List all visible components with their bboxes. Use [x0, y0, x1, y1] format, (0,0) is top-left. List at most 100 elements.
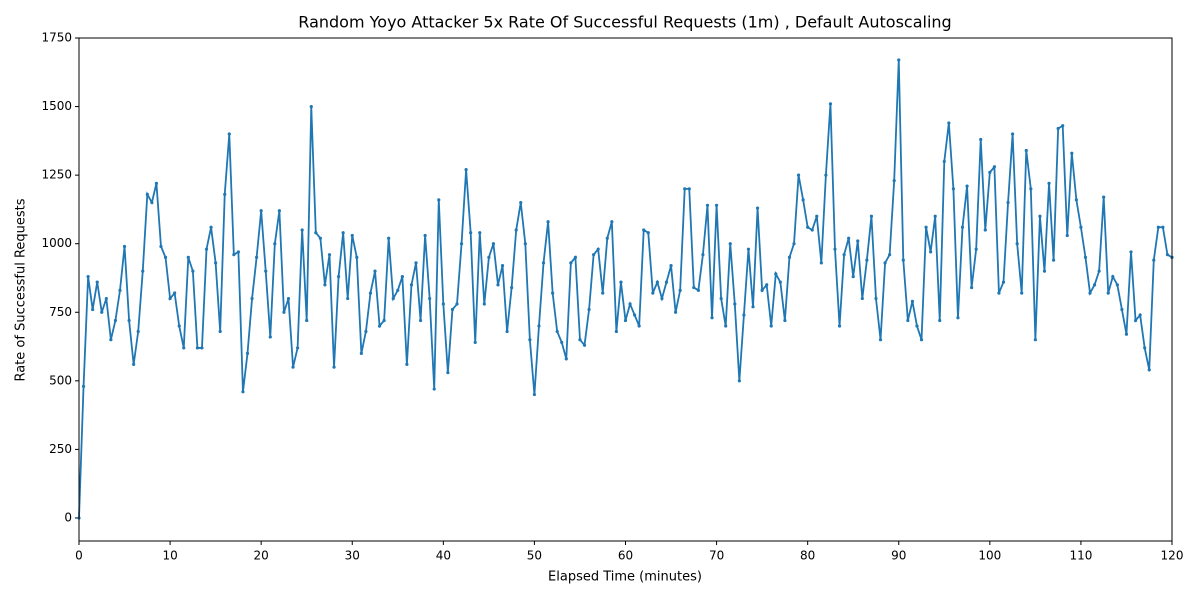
data-point — [214, 261, 218, 265]
data-point — [459, 242, 464, 246]
data-point — [177, 324, 181, 328]
data-point — [400, 275, 404, 279]
data-point — [355, 255, 359, 260]
data-point — [806, 225, 810, 229]
data-point — [209, 225, 213, 229]
data-point — [132, 362, 136, 366]
data-point — [888, 253, 892, 257]
data-point — [851, 275, 855, 279]
data-point — [1115, 283, 1119, 287]
data-point — [1033, 338, 1037, 342]
data-point — [696, 288, 700, 292]
data-point — [742, 313, 746, 317]
data-point — [897, 58, 901, 62]
data-point — [769, 324, 773, 328]
data-point — [282, 310, 286, 314]
data-point — [414, 261, 418, 265]
data-point — [1079, 225, 1083, 229]
data-point — [1165, 253, 1170, 257]
data-point — [614, 329, 618, 334]
data-point — [346, 296, 350, 301]
data-point — [810, 228, 814, 232]
data-point — [1156, 225, 1160, 229]
data-point — [514, 228, 518, 232]
data-point — [100, 310, 104, 314]
data-point — [1111, 275, 1115, 279]
y-tick-label: 1750 — [41, 31, 72, 45]
data-point — [528, 338, 532, 342]
data-point — [746, 247, 751, 251]
data-point — [1006, 200, 1010, 205]
data-point — [623, 318, 628, 323]
data-point — [919, 338, 924, 342]
data-point — [560, 340, 564, 345]
data-point — [737, 379, 741, 383]
data-point — [296, 346, 300, 350]
data-point — [774, 272, 778, 276]
data-point — [154, 181, 159, 185]
data-point — [118, 288, 122, 292]
data-point — [1133, 318, 1138, 323]
data-point — [765, 283, 769, 287]
y-axis-label: Rate of Successful Requests — [14, 198, 29, 381]
data-point — [942, 159, 946, 164]
data-point — [951, 187, 956, 191]
data-point — [869, 214, 874, 218]
data-point — [573, 255, 578, 260]
data-point — [1065, 233, 1069, 238]
data-point — [1147, 368, 1151, 372]
data-point — [692, 285, 696, 290]
data-point — [191, 269, 195, 273]
data-point — [997, 291, 1001, 295]
data-line — [78, 59, 1173, 518]
data-point — [678, 288, 682, 292]
data-point — [933, 214, 937, 218]
y-tick-label: 500 — [49, 373, 72, 387]
data-point — [792, 242, 796, 246]
data-point — [910, 299, 915, 303]
data-point — [651, 291, 655, 295]
data-point — [728, 242, 732, 246]
data-point — [122, 244, 127, 249]
data-point — [441, 302, 445, 306]
data-point — [1106, 291, 1110, 295]
data-point — [113, 318, 118, 323]
data-point — [368, 291, 373, 295]
data-point — [1124, 332, 1129, 336]
data-point — [1102, 195, 1106, 199]
data-point — [760, 288, 764, 292]
data-point — [95, 280, 99, 284]
y-tick-label: 250 — [49, 442, 72, 456]
data-point — [819, 261, 823, 265]
data-point — [305, 318, 309, 323]
data-point — [432, 387, 436, 391]
data-point — [195, 346, 200, 350]
data-point — [833, 247, 837, 251]
data-point — [605, 236, 609, 240]
data-point — [965, 184, 969, 188]
data-point — [582, 343, 587, 347]
data-point — [664, 280, 669, 284]
data-point — [418, 318, 423, 323]
data-point — [109, 338, 113, 342]
data-point — [974, 247, 978, 251]
data-point — [564, 357, 568, 361]
data-point — [323, 283, 327, 287]
data-point — [373, 269, 377, 273]
data-point — [578, 338, 582, 342]
data-point — [660, 296, 664, 301]
data-point — [259, 209, 263, 213]
data-point — [473, 340, 477, 345]
data-point — [159, 244, 163, 249]
data-point — [255, 255, 259, 260]
data-point — [464, 168, 468, 172]
data-point — [336, 275, 341, 279]
data-point — [318, 236, 322, 240]
data-point — [127, 318, 131, 323]
x-axis-label: Elapsed Time (minutes) — [548, 570, 702, 585]
x-tick-label: 90 — [891, 549, 906, 563]
data-point — [673, 310, 678, 314]
data-point — [446, 371, 450, 375]
data-point — [150, 200, 154, 205]
data-point — [327, 253, 332, 257]
